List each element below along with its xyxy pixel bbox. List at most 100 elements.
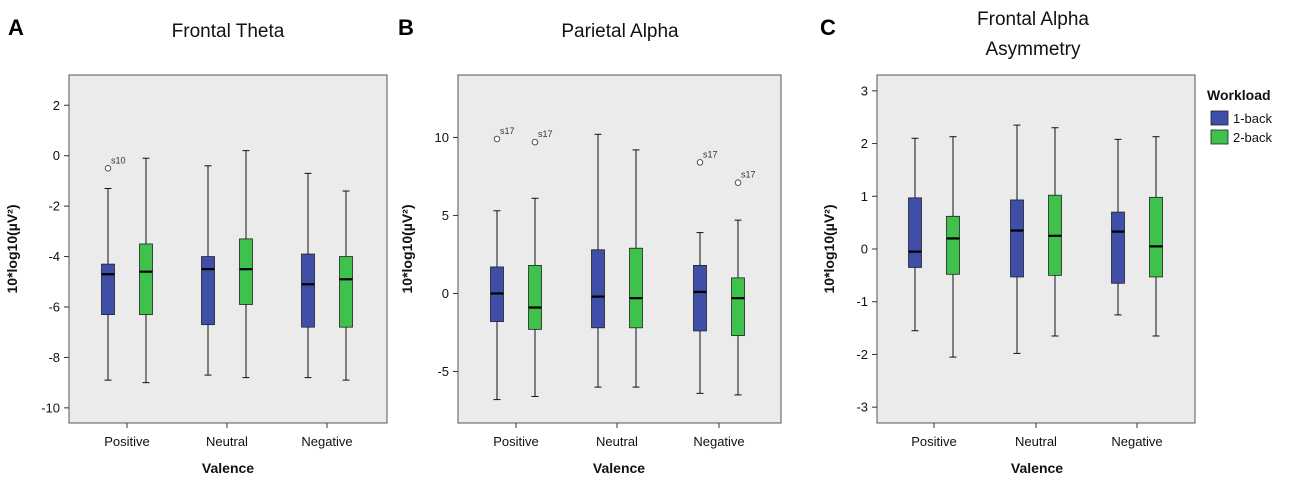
y-tick-label: -2 bbox=[48, 199, 60, 214]
box-2-back-positive bbox=[139, 157, 153, 384]
panel-c-x-axis-label: Valence bbox=[1011, 460, 1063, 476]
panel-letter-b: B bbox=[398, 15, 414, 40]
outlier-point bbox=[104, 165, 112, 172]
box-1-back-neutral bbox=[1010, 124, 1024, 354]
y-tick-label: 0 bbox=[861, 242, 868, 257]
panel-c-title-line-1: Frontal Alpha bbox=[977, 9, 1089, 30]
box-2-back-neutral bbox=[629, 149, 643, 388]
box-1-back-positive: s10 bbox=[101, 155, 126, 381]
panel-b: B Parietal Alpha 10 5 0 -5 s17 s17 s17 s17 Pos… bbox=[398, 15, 782, 476]
box-1-back-positive: s17 bbox=[490, 126, 515, 401]
panel-c-category-positive: Positive bbox=[911, 434, 957, 449]
box-2-back-negative bbox=[1149, 136, 1163, 337]
outlier-point bbox=[734, 179, 742, 186]
box-1-back-neutral bbox=[591, 133, 605, 388]
box-iqr bbox=[908, 197, 922, 268]
legend: Workload 1-back 2-back bbox=[1207, 87, 1273, 145]
panel-c-plot-area bbox=[876, 74, 1196, 424]
outlier-label: s17 bbox=[500, 126, 515, 136]
y-tick-label: -5 bbox=[437, 364, 449, 379]
y-tick-label: -10 bbox=[41, 400, 60, 415]
y-tick-label: -3 bbox=[856, 400, 868, 415]
panel-b-title: Parietal Alpha bbox=[561, 21, 679, 42]
outlier-label: s10 bbox=[111, 155, 126, 165]
box-iqr bbox=[591, 249, 605, 329]
y-tick-label: 2 bbox=[861, 136, 868, 151]
box-1-back-negative: s17 bbox=[693, 149, 718, 394]
legend-swatch-1-back bbox=[1210, 110, 1229, 126]
panel-a-plot-area bbox=[68, 74, 388, 424]
panel-b-y-axis-label: 10*log10(µV²) bbox=[399, 205, 415, 294]
box-iqr bbox=[1111, 211, 1125, 284]
panel-c-title-line-2: Asymmetry bbox=[986, 39, 1082, 60]
panel-a-category-negative: Negative bbox=[301, 434, 352, 449]
panel-a-boxes: s10 bbox=[101, 150, 353, 384]
panel-c-boxes bbox=[908, 124, 1163, 358]
box-iqr bbox=[629, 247, 643, 329]
panel-a-category-neutral: Neutral bbox=[206, 434, 248, 449]
box-1-back-negative bbox=[1111, 138, 1125, 316]
box-iqr bbox=[301, 253, 315, 328]
box-iqr bbox=[946, 215, 960, 275]
box-2-back-positive bbox=[946, 136, 960, 358]
panel-b-boxes: s17 s17 s17 s17 bbox=[490, 126, 756, 401]
box-2-back-negative bbox=[339, 190, 353, 381]
box-2-back-neutral bbox=[239, 150, 253, 379]
panel-a-category-positive: Positive bbox=[104, 434, 150, 449]
outlier-point bbox=[493, 135, 501, 143]
panel-c-category-negative: Negative bbox=[1111, 434, 1162, 449]
panel-b-plot-area bbox=[457, 74, 782, 424]
legend-label-2-back: 2-back bbox=[1233, 130, 1273, 145]
box-iqr bbox=[1010, 199, 1024, 278]
box-iqr bbox=[528, 264, 542, 330]
y-tick-label: 3 bbox=[861, 83, 868, 98]
y-tick-label: -2 bbox=[856, 347, 868, 362]
legend-label-1-back: 1-back bbox=[1233, 111, 1273, 126]
outlier-label: s17 bbox=[703, 149, 718, 159]
panel-b-category-negative: Negative bbox=[693, 434, 744, 449]
legend-swatch-2-back bbox=[1210, 129, 1229, 145]
panel-letter-c: C bbox=[820, 15, 836, 40]
panel-c-category-neutral: Neutral bbox=[1015, 434, 1057, 449]
y-tick-label: -6 bbox=[48, 300, 60, 315]
box-iqr bbox=[101, 263, 115, 315]
legend-title: Workload bbox=[1207, 87, 1271, 103]
box-1-back-positive bbox=[908, 137, 922, 332]
box-iqr bbox=[139, 243, 153, 315]
panel-c: C Frontal Alpha Asymmetry 3 2 1 0 -1 -2 -3 Pos… bbox=[820, 9, 1196, 476]
box-2-back-neutral bbox=[1048, 127, 1062, 337]
panel-a-x-axis-label: Valence bbox=[202, 460, 254, 476]
outlier-point bbox=[531, 138, 539, 146]
panel-b-category-neutral: Neutral bbox=[596, 434, 638, 449]
box-iqr bbox=[731, 277, 745, 337]
panel-a: A Frontal Theta 2 0 -2 -4 -6 -8 -10 s10 Positi… bbox=[4, 15, 388, 476]
y-tick-label: 0 bbox=[442, 286, 449, 301]
panel-c-y-axis-label: 10*log10(µV²) bbox=[821, 205, 837, 294]
y-tick-label: -1 bbox=[856, 294, 868, 309]
box-iqr bbox=[1149, 196, 1163, 278]
outlier-label: s17 bbox=[741, 170, 756, 180]
box-2-back-negative: s17 bbox=[731, 170, 756, 396]
box-1-back-neutral bbox=[201, 165, 215, 376]
panel-a-y-ticks: 2 0 -2 -4 -6 -8 -10 bbox=[41, 98, 328, 428]
outlier-label: s17 bbox=[538, 129, 553, 139]
y-tick-label: -4 bbox=[48, 249, 60, 264]
outlier-point bbox=[696, 159, 704, 166]
box-iqr bbox=[201, 256, 215, 326]
y-tick-label: -8 bbox=[48, 350, 60, 365]
y-tick-label: 10 bbox=[435, 130, 449, 145]
y-tick-label: 5 bbox=[442, 208, 449, 223]
panel-c-y-ticks: 3 2 1 0 -1 -2 -3 bbox=[856, 83, 1138, 428]
box-2-back-positive: s17 bbox=[528, 129, 553, 397]
box-iqr bbox=[239, 238, 253, 305]
panel-b-x-axis-label: Valence bbox=[593, 460, 645, 476]
panel-b-category-positive: Positive bbox=[493, 434, 539, 449]
box-iqr bbox=[339, 256, 353, 328]
panel-b-y-ticks: 10 5 0 -5 bbox=[435, 130, 720, 428]
box-iqr bbox=[693, 264, 707, 332]
panel-letter-a: A bbox=[8, 15, 24, 40]
panel-a-y-axis-label: 10*log10(µV²) bbox=[4, 205, 20, 294]
box-1-back-negative bbox=[301, 172, 315, 379]
y-tick-label: 1 bbox=[861, 189, 868, 204]
